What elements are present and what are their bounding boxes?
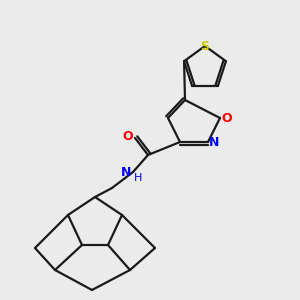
Text: S: S [200,40,209,52]
Text: O: O [222,112,232,124]
Text: O: O [123,130,133,142]
Text: H: H [134,173,142,183]
Text: N: N [209,136,219,149]
Text: N: N [121,167,131,179]
